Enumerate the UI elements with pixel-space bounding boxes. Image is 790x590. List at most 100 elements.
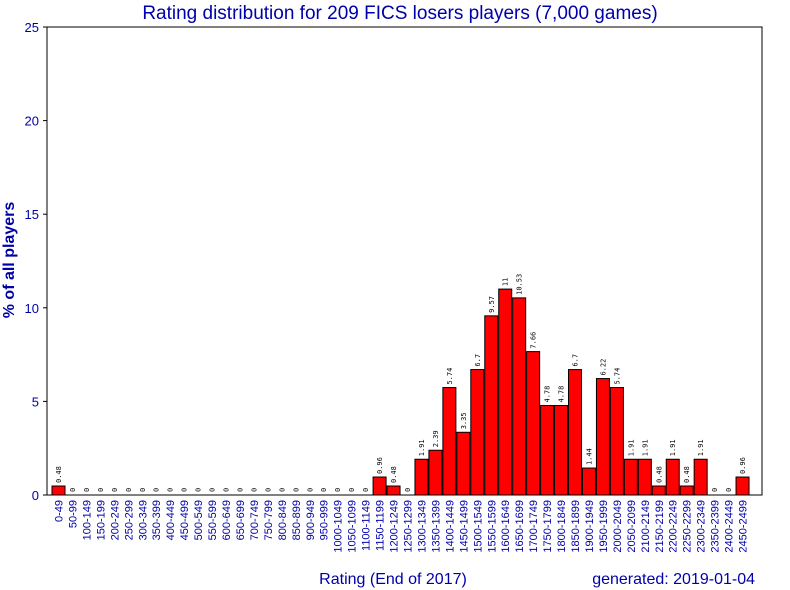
x-tick-label: 1150-1199	[375, 500, 387, 551]
y-tick-label: 10	[25, 301, 39, 316]
bar-value-label: 1.91	[697, 439, 705, 456]
bar-value-label: 0	[223, 488, 231, 492]
bar-value-label: 0.48	[655, 466, 663, 483]
bar-value-label: 0	[264, 488, 272, 492]
x-tick-label: 2000-2049	[612, 500, 624, 553]
bar-value-label: 4.78	[558, 386, 566, 403]
bar-value-labels: 0.48 0 0 0 0 0 0 0 0 0 0 0 0 0 0 0 0 0 0 0 0 0 0 0.96 0.48 0 1.91 2…	[55, 274, 747, 492]
bar	[679, 485, 694, 496]
x-tick-label: 1450-1499	[458, 500, 470, 553]
bar-value-label: 0	[320, 488, 328, 492]
x-tick-label: 0-49	[54, 500, 66, 522]
bar-value-label: 0	[83, 488, 91, 492]
bar-value-label: 0	[125, 488, 133, 492]
bar-value-label: 0	[362, 488, 370, 492]
plot-area-frame	[46, 26, 763, 496]
x-tick-label: 2150-2199	[654, 500, 666, 553]
bar-value-label: 1.44	[585, 448, 593, 465]
x-tick-label: 800-849	[277, 500, 289, 540]
x-tick-label: 700-749	[249, 500, 261, 540]
bar-value-label: 0.48	[683, 466, 691, 483]
x-tick-label: 2450-2499	[738, 500, 750, 553]
bar-series	[51, 288, 750, 496]
bar-value-label: 0	[97, 488, 105, 492]
bar-value-label: 0	[111, 488, 119, 492]
bar-value-label: 0	[306, 488, 314, 492]
x-tick-label: 1300-1349	[416, 500, 428, 553]
x-tick-label: 550-599	[207, 500, 219, 540]
x-axis-tick-labels: 0-49 50-99 100-149 150-199 200-249 250-299 300…	[54, 500, 750, 553]
bar-value-label: 4.78	[544, 386, 552, 403]
bar-value-label: 1.91	[669, 439, 677, 456]
bar-value-label: 1.91	[418, 439, 426, 456]
bar-value-label: 1.91	[627, 439, 635, 456]
bar	[498, 288, 513, 496]
bar	[526, 351, 541, 496]
x-tick-label: 100-149	[81, 500, 93, 540]
bar	[665, 458, 680, 496]
bar-value-label: 2.39	[432, 430, 440, 447]
x-tick-label: 600-649	[221, 500, 233, 540]
bar	[51, 485, 66, 496]
bar-value-label: 0	[711, 488, 719, 492]
x-tick-label: 650-699	[235, 500, 247, 540]
x-tick-label: 2250-2299	[682, 500, 694, 553]
bar	[581, 467, 596, 496]
x-tick-label: 350-399	[151, 500, 163, 540]
bar	[470, 369, 485, 496]
x-tick-label: 1250-1299	[403, 500, 415, 553]
x-tick-label: 50-99	[67, 500, 79, 528]
x-tick-label: 1850-1899	[570, 500, 582, 553]
bar-value-label: 0	[69, 488, 77, 492]
bar-value-label: 0	[236, 488, 244, 492]
bar-value-label: 0	[292, 488, 300, 492]
x-tick-label: 1400-1449	[444, 500, 456, 553]
bar	[595, 378, 610, 496]
x-tick-label: 850-899	[291, 500, 303, 540]
bar-value-label: 0	[278, 488, 286, 492]
bar	[428, 449, 443, 496]
x-tick-label: 1550-1599	[486, 500, 498, 553]
x-tick-label: 1900-1949	[584, 500, 596, 553]
bar-value-label: 3.35	[460, 412, 468, 429]
x-tick-label: 200-249	[109, 500, 121, 540]
x-tick-label: 1750-1799	[542, 500, 554, 553]
x-tick-label: 1800-1849	[556, 500, 568, 553]
bar-value-label: 0.48	[55, 466, 63, 483]
y-axis-ticks: 0 5 10 15 20 25	[25, 20, 47, 503]
bar	[735, 476, 750, 496]
x-tick-label: 2400-2449	[724, 500, 736, 553]
bar-value-label: 0	[334, 488, 342, 492]
x-tick-label: 1650-1699	[514, 500, 526, 553]
bar	[484, 315, 499, 496]
x-tick-label: 1050-1099	[347, 500, 359, 553]
x-tick-label: 1000-1049	[333, 500, 345, 553]
bar	[609, 387, 624, 496]
x-tick-label: 1100-1149	[361, 500, 373, 551]
x-tick-label: 1700-1749	[528, 500, 540, 553]
x-tick-label: 1500-1549	[472, 500, 484, 553]
x-tick-label: 2300-2349	[696, 500, 708, 553]
x-tick-label: 500-549	[193, 500, 205, 540]
bar-value-label: 6.7	[474, 354, 482, 367]
x-tick-label: 1350-1399	[430, 500, 442, 553]
bar-value-label: 0	[209, 488, 217, 492]
x-tick-label: 250-299	[123, 500, 135, 540]
bar-value-label: 11	[502, 278, 510, 286]
bar-value-label: 0.96	[376, 457, 384, 474]
x-tick-label: 1950-1999	[598, 500, 610, 553]
bar	[442, 387, 457, 496]
bar	[568, 369, 583, 496]
bar	[456, 431, 471, 496]
bar-value-label: 1.91	[641, 439, 649, 456]
bar-value-label: 0	[167, 488, 175, 492]
y-tick-label: 5	[32, 394, 39, 409]
bar	[512, 297, 527, 496]
bar	[372, 476, 387, 496]
y-tick-label: 15	[25, 207, 39, 222]
x-tick-label: 2350-2399	[710, 500, 722, 553]
bar-value-label: 5.74	[446, 368, 454, 385]
bar-value-label: 9.57	[488, 296, 496, 313]
y-tick-label: 20	[25, 114, 39, 129]
y-axis-title: % of all players	[1, 202, 18, 319]
